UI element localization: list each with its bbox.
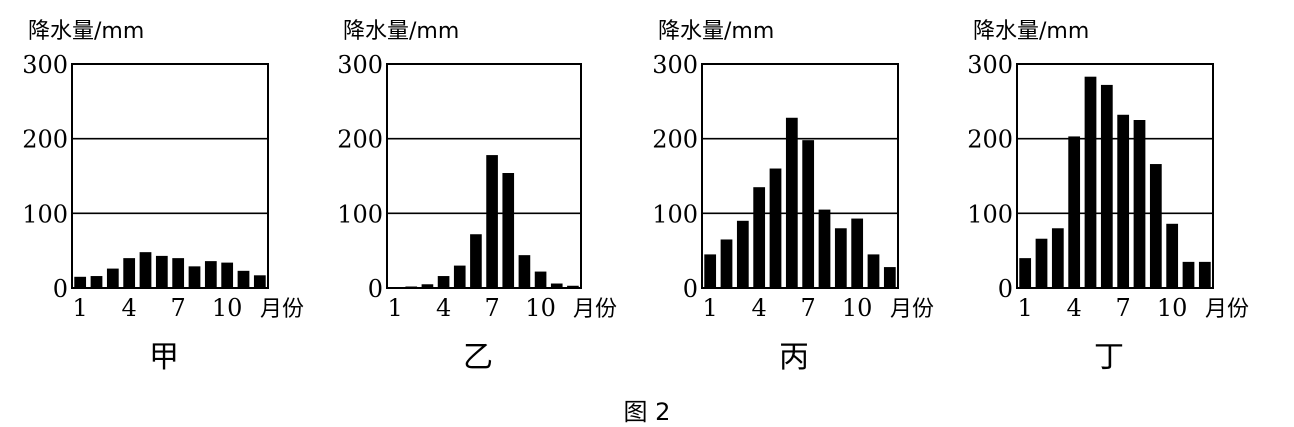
bar	[1117, 114, 1130, 289]
y-tick-label: 300	[22, 51, 68, 79]
bar	[1182, 261, 1195, 288]
bar	[1149, 164, 1162, 288]
x-tick-label: 4	[122, 294, 137, 322]
plot-frame	[701, 63, 899, 289]
y-tick-label: 200	[652, 126, 698, 154]
x-tick-label: 4	[436, 294, 451, 322]
bar	[74, 276, 87, 288]
bar	[550, 283, 563, 288]
bar	[736, 220, 749, 288]
bar	[834, 228, 847, 288]
y-axis-title: 降水量/mm	[343, 19, 459, 44]
bar	[1133, 120, 1146, 288]
panel-title: 甲	[149, 340, 179, 375]
bar	[1084, 76, 1097, 288]
x-tick-label: 7	[1116, 294, 1131, 322]
y-axis-title: 降水量/mm	[973, 19, 1089, 44]
bar	[453, 265, 466, 288]
x-tick-label: 7	[801, 294, 816, 322]
bar	[785, 117, 798, 288]
bar	[437, 276, 450, 288]
bar	[188, 266, 201, 288]
bar	[769, 168, 782, 288]
y-tick-label: 300	[337, 51, 383, 79]
bar	[502, 173, 515, 288]
bar	[237, 270, 250, 288]
bar	[486, 155, 498, 288]
panel-title: 乙	[463, 340, 493, 375]
bar	[221, 262, 234, 288]
y-tick-label: 100	[967, 200, 1013, 228]
x-axis-title: 月份	[890, 297, 934, 322]
y-tick-label: 200	[967, 126, 1013, 154]
bar	[704, 254, 717, 288]
bar	[518, 255, 531, 288]
bar	[567, 285, 579, 288]
x-tick-label: 1	[1018, 294, 1033, 322]
panel-title: 丁	[1094, 340, 1124, 375]
y-tick-label: 100	[337, 200, 383, 228]
bar	[1100, 84, 1113, 288]
bar	[1051, 228, 1064, 288]
y-tick-label: 0	[53, 275, 68, 303]
bar	[421, 284, 434, 288]
x-tick-label: 10	[842, 294, 873, 322]
y-tick-label: 0	[683, 275, 698, 303]
bar	[1198, 261, 1211, 288]
y-tick-label: 300	[652, 51, 698, 79]
bar	[1068, 136, 1081, 288]
bar	[753, 187, 766, 288]
bar	[106, 268, 119, 288]
x-tick-label: 10	[525, 294, 556, 322]
x-tick-label: 7	[484, 294, 499, 322]
bar	[818, 209, 831, 288]
bar	[470, 234, 482, 288]
y-axis-title: 降水量/mm	[28, 19, 144, 44]
bar	[867, 254, 880, 288]
plot-frame	[386, 63, 582, 289]
y-axis-title: 降水量/mm	[658, 19, 774, 44]
bar	[90, 276, 103, 288]
bar	[802, 140, 815, 288]
x-tick-label: 1	[703, 294, 718, 322]
y-tick-label: 100	[22, 200, 68, 228]
bar	[1035, 238, 1048, 288]
y-tick-label: 0	[368, 275, 383, 303]
plot-frame	[71, 63, 269, 289]
bar	[155, 255, 168, 288]
x-tick-label: 4	[1067, 294, 1082, 322]
bar	[720, 239, 733, 288]
x-tick-label: 1	[387, 294, 402, 322]
x-tick-label: 10	[1157, 294, 1188, 322]
y-tick-label: 300	[967, 51, 1013, 79]
bar	[851, 218, 864, 288]
y-tick-label: 100	[652, 200, 698, 228]
bar	[883, 267, 896, 288]
x-tick-label: 7	[171, 294, 186, 322]
bar	[253, 275, 266, 288]
plot-frame	[1016, 63, 1214, 289]
y-tick-label: 0	[998, 275, 1013, 303]
figure-caption: 图 2	[623, 398, 671, 426]
x-tick-label: 10	[212, 294, 243, 322]
x-tick-label: 1	[73, 294, 88, 322]
bar	[534, 271, 547, 288]
bar	[172, 258, 185, 288]
bar	[1166, 223, 1179, 288]
x-axis-title: 月份	[260, 297, 304, 322]
y-tick-label: 200	[22, 126, 68, 154]
y-tick-label: 200	[337, 126, 383, 154]
x-tick-label: 4	[752, 294, 767, 322]
bar	[139, 252, 152, 288]
x-axis-title: 月份	[1205, 297, 1249, 322]
bar	[1019, 258, 1032, 288]
bar	[204, 261, 217, 288]
bar	[123, 258, 136, 288]
x-axis-title: 月份	[573, 297, 617, 322]
panel-title: 丙	[779, 340, 809, 375]
